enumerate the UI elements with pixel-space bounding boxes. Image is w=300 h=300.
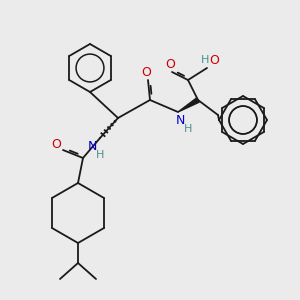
Text: O: O [209, 53, 219, 67]
Text: O: O [51, 139, 61, 152]
Text: H: H [201, 55, 209, 65]
Text: H: H [184, 124, 192, 134]
Polygon shape [178, 98, 199, 112]
Text: O: O [165, 58, 175, 71]
Text: N: N [87, 140, 97, 152]
Text: O: O [141, 67, 151, 80]
Text: H: H [96, 150, 104, 160]
Text: N: N [175, 115, 185, 128]
